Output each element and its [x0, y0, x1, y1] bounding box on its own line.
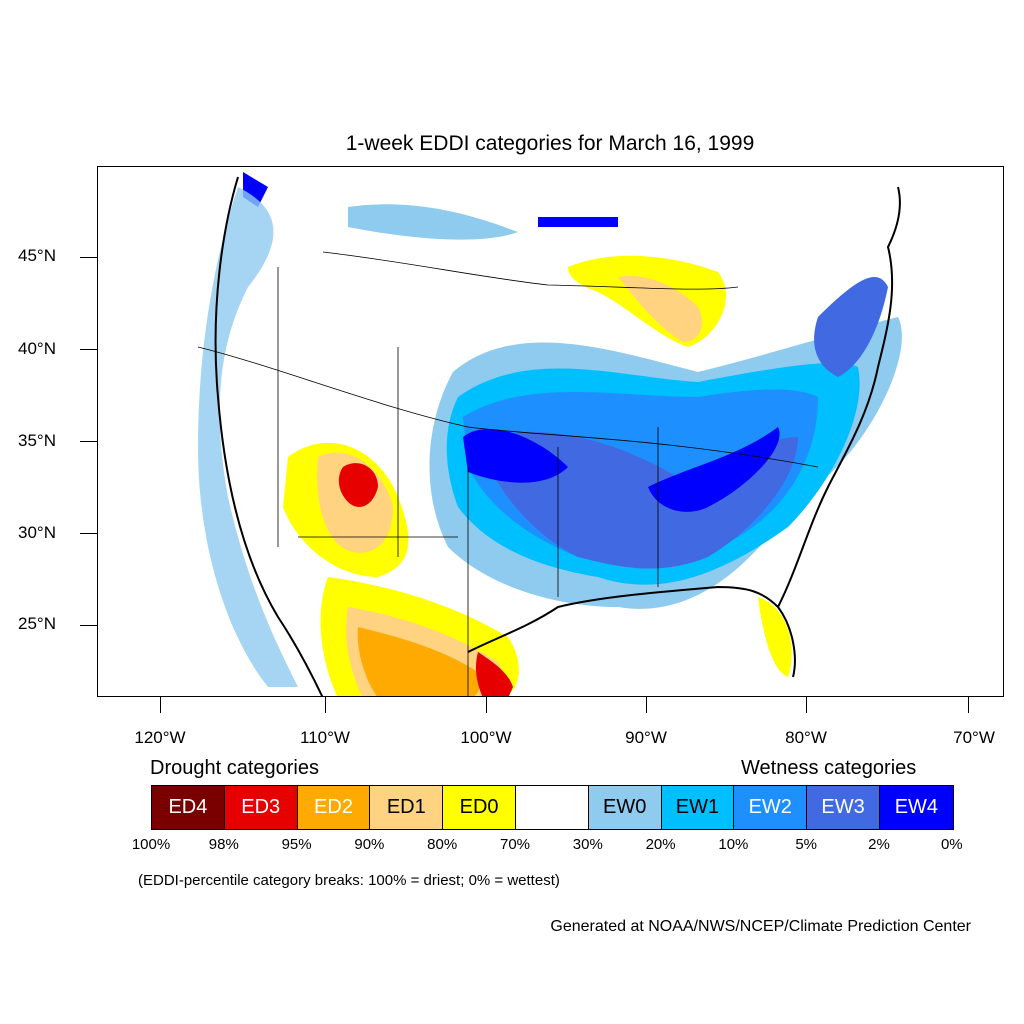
lat-tick — [80, 257, 97, 258]
legend-break-label: 20% — [645, 836, 676, 853]
legend-category-ed1: ED1 — [370, 786, 444, 829]
lat-label-40: 40°N — [18, 339, 56, 358]
credit-text: Generated at NOAA/NWS/NCEP/Climate Predi… — [550, 918, 971, 935]
lat-tick — [80, 441, 97, 442]
legend-break-label: 100% — [131, 836, 171, 853]
footnote: (EDDI-percentile category breaks: 100% =… — [138, 872, 560, 889]
legend-category-ed0: ED0 — [443, 786, 516, 829]
legend-category-ew2: EW2 — [734, 786, 808, 829]
drought-areas — [283, 255, 792, 696]
legend-break-label: 5% — [795, 836, 818, 853]
lon-label-100w: 100°W — [460, 728, 512, 747]
ew4-area — [463, 428, 568, 483]
ed0-area — [758, 597, 792, 677]
ew0-area — [348, 204, 518, 240]
lon-label-110w: 110°W — [300, 728, 350, 747]
ew4-area — [648, 427, 780, 512]
legend-break-label: 95% — [281, 836, 312, 853]
lon-tick — [486, 697, 487, 713]
ed3-area — [475, 652, 513, 696]
legend-category-ew4: EW4 — [879, 786, 953, 829]
wetness-heading: Wetness categories — [741, 757, 917, 779]
state-lines — [197, 251, 819, 696]
wetness-areas — [198, 172, 902, 687]
legend-break-label: 0% — [940, 836, 963, 853]
lon-tick — [646, 697, 647, 713]
legend-category-neutral — [515, 786, 589, 829]
ew3-area — [814, 277, 888, 377]
lon-label-120w: 120°W — [134, 728, 186, 747]
ew4-area — [538, 217, 618, 227]
lon-label-80w: 80°W — [785, 728, 827, 747]
legend-category-ew0: EW0 — [588, 786, 662, 829]
lon-label-70w: 70°W — [953, 728, 995, 747]
legend-bar: ED4 ED3 ED2 ED1 ED0 EW0 EW1 EW2 EW3 EW4 — [151, 785, 954, 830]
drought-heading: Drought categories — [150, 757, 319, 779]
legend-category-ew3: EW3 — [807, 786, 880, 829]
lon-tick — [160, 697, 161, 713]
legend-break-label: 90% — [354, 836, 385, 853]
legend-category-ew1: EW1 — [661, 786, 735, 829]
ed3-area — [338, 463, 378, 507]
lat-tick — [80, 625, 97, 626]
lon-tick — [968, 697, 969, 713]
lat-label-45: 45°N — [18, 246, 56, 265]
lon-label-90w: 90°W — [625, 728, 667, 747]
legend-break-label: 2% — [868, 836, 890, 853]
lat-tick — [80, 349, 97, 350]
map-borders — [197, 176, 901, 696]
legend-category-ed2: ED2 — [297, 786, 371, 829]
lat-label-25: 25°N — [18, 614, 56, 633]
ed2-area — [357, 627, 480, 696]
lat-label-35: 35°N — [18, 431, 56, 450]
ed1-area — [618, 276, 703, 342]
legend-category-ed4: ED4 — [152, 786, 225, 829]
legend-break-label: 30% — [572, 836, 603, 853]
legend-break-label: 10% — [718, 836, 749, 853]
lat-tick — [80, 533, 97, 534]
lat-label-30: 30°N — [18, 523, 56, 542]
us-coastline — [214, 176, 901, 696]
legend-category-ed3: ED3 — [224, 786, 298, 829]
map-title: 1-week EDDI categories for March 16, 199… — [345, 132, 755, 155]
lon-tick — [806, 697, 807, 713]
legend-break-label: 80% — [427, 836, 458, 853]
ew0-area — [198, 187, 298, 687]
legend-break-label: 70% — [499, 836, 531, 853]
legend-break-label: 98% — [208, 836, 239, 853]
map-canvas — [197, 172, 902, 696]
lon-tick — [325, 697, 326, 713]
eddi-map — [97, 166, 1004, 697]
